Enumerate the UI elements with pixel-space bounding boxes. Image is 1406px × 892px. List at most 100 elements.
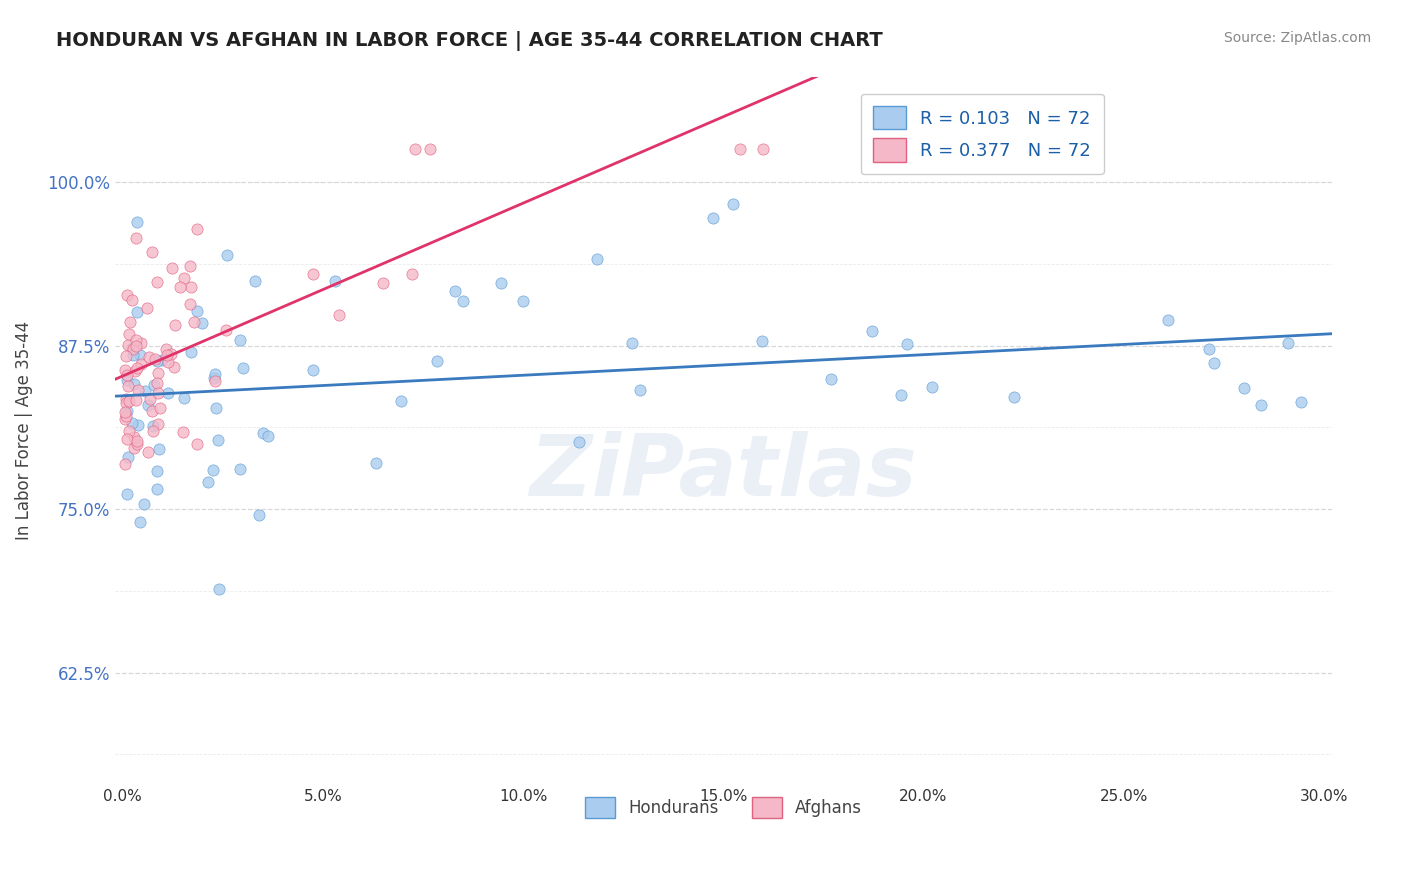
Point	[118, 394, 141, 409]
Point	[117, 425, 139, 439]
Point	[129, 515, 152, 529]
Point	[121, 416, 143, 430]
Point	[146, 482, 169, 496]
Text: Source: ZipAtlas.com: Source: ZipAtlas.com	[1223, 31, 1371, 45]
Point	[328, 308, 350, 322]
Point	[202, 371, 225, 385]
Text: ZiPatlas: ZiPatlas	[530, 432, 917, 515]
Point	[134, 497, 156, 511]
Point	[323, 274, 346, 288]
Point	[1277, 335, 1299, 350]
Point	[186, 222, 208, 236]
Point	[163, 318, 186, 333]
Point	[117, 368, 139, 382]
Point	[146, 353, 169, 368]
Point	[114, 404, 136, 418]
Point	[115, 396, 138, 410]
Point	[404, 142, 426, 156]
Point	[186, 437, 208, 451]
Point	[127, 418, 149, 433]
Y-axis label: In Labor Force | Age 35-44: In Labor Force | Age 35-44	[15, 321, 32, 541]
Point	[751, 334, 773, 348]
Point	[302, 363, 325, 377]
Point	[118, 326, 141, 341]
Point	[628, 384, 651, 398]
Point	[364, 456, 387, 470]
Point	[124, 442, 146, 456]
Point	[1233, 381, 1256, 395]
Point	[127, 383, 149, 397]
Point	[702, 211, 724, 226]
Point	[142, 424, 165, 438]
Point	[896, 336, 918, 351]
Point	[169, 280, 191, 294]
Point	[228, 334, 250, 348]
Point	[121, 293, 143, 307]
Point	[183, 315, 205, 329]
Point	[139, 392, 162, 406]
Point	[114, 363, 136, 377]
Point	[890, 388, 912, 402]
Point	[301, 268, 323, 282]
Point	[115, 404, 138, 418]
Point	[752, 142, 775, 156]
Point	[215, 323, 238, 337]
Point	[215, 248, 238, 262]
Point	[129, 357, 152, 371]
Point	[142, 377, 165, 392]
Point	[232, 360, 254, 375]
Point	[117, 432, 139, 446]
Point	[160, 346, 183, 360]
Point	[146, 386, 169, 401]
Point	[1198, 342, 1220, 356]
Point	[186, 304, 208, 318]
Point	[122, 430, 145, 444]
Point	[115, 409, 138, 423]
Point	[730, 142, 752, 156]
Point	[146, 417, 169, 431]
Point	[157, 385, 180, 400]
Point	[115, 487, 138, 501]
Point	[191, 317, 214, 331]
Point	[207, 433, 229, 447]
Point	[125, 339, 148, 353]
Point	[179, 297, 201, 311]
Point	[173, 271, 195, 285]
Point	[142, 418, 165, 433]
Point	[172, 425, 194, 439]
Point	[122, 342, 145, 356]
Point	[136, 445, 159, 459]
Point	[512, 293, 534, 308]
Point	[157, 355, 180, 369]
Point	[204, 367, 226, 381]
Point	[125, 334, 148, 348]
Point	[141, 244, 163, 259]
Point	[180, 280, 202, 294]
Point	[205, 401, 228, 415]
Point	[389, 393, 412, 408]
Point	[160, 260, 183, 275]
Point	[114, 412, 136, 426]
Point	[173, 391, 195, 405]
Point	[125, 360, 148, 375]
Point	[148, 442, 170, 457]
Point	[143, 352, 166, 367]
Point	[117, 379, 139, 393]
Point	[115, 349, 138, 363]
Point	[202, 463, 225, 477]
Point	[229, 462, 252, 476]
Point	[252, 425, 274, 440]
Point	[1202, 356, 1225, 370]
Point	[152, 353, 174, 368]
Point	[146, 276, 169, 290]
Point	[115, 288, 138, 302]
Point	[127, 437, 149, 451]
Point	[568, 435, 591, 450]
Point	[620, 336, 643, 351]
Point	[125, 231, 148, 245]
Point	[820, 372, 842, 386]
Point	[117, 338, 139, 352]
Point	[127, 214, 149, 228]
Point	[125, 305, 148, 319]
Point	[208, 582, 231, 597]
